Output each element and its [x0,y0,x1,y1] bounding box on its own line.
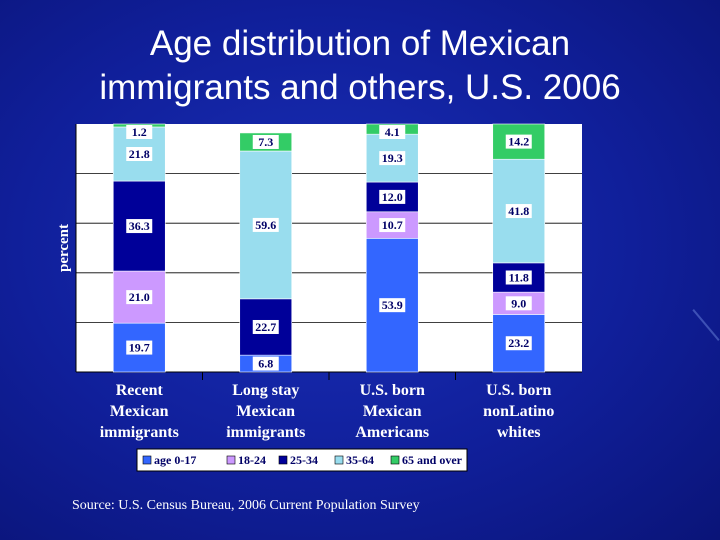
x-tick-label: Americans [355,424,429,441]
legend-entry-18-24: 18-24 [238,453,266,467]
legend-entry-35-64: 35-64 [346,453,374,467]
legend [136,448,468,472]
x-tick-label: Mexican [363,403,422,420]
legend-swatch-35-64 [334,455,344,465]
data-label-box [252,356,279,371]
data-label-box [252,217,279,232]
data-label-box [505,204,532,219]
data-label-box [379,151,406,166]
data-label-box [252,134,279,149]
data-label: 59.6 [255,218,276,232]
data-label-box [126,125,153,139]
legend-swatch-18-24 [226,455,236,465]
legend-entry-25-34: 25-34 [290,453,318,467]
x-tick-label: Mexican [236,403,295,420]
data-label: 21.8 [129,147,150,161]
data-label-box [379,125,406,139]
data-label: 6.8 [258,357,273,371]
data-label: 41.8 [508,204,529,218]
chart-title: Age distribution of Mexican immigrants a… [0,22,720,110]
data-label-box [505,336,532,351]
data-label: 36.3 [129,219,150,233]
data-label: 7.3 [258,135,273,149]
source-note: Source: U.S. Census Bureau, 2006 Current… [72,498,420,513]
x-tick-label: Mexican [110,403,169,420]
legend-swatch-25-34 [278,455,288,465]
data-label: 9.0 [511,296,526,310]
legend-entry-65-and-over: 65 and over [402,453,463,467]
data-label-box [126,290,153,305]
x-tick-label: Recent [116,382,164,399]
x-tick-label: immigrants [226,424,305,441]
title-line-1: Age distribution of Mexican [149,24,571,63]
data-label: 23.2 [508,336,529,350]
title-line-2: immigrants and others, U.S. 2006 [99,68,621,107]
legend-entry-age-0-17: age 0-17 [154,453,196,467]
data-label-box [126,147,153,162]
data-label: 10.7 [382,218,403,232]
data-label: 53.9 [382,298,403,312]
data-label-box [505,296,532,311]
data-label-box [379,218,406,233]
data-label: 22.7 [255,320,276,334]
data-label-box [505,134,532,149]
data-label: 19.3 [382,151,403,165]
data-label: 14.2 [508,135,529,149]
x-tick-label: U.S. born [360,382,425,399]
data-label: 4.1 [385,125,400,139]
legend-swatch-65-and-over [390,455,400,465]
data-label-box [379,298,406,313]
data-label: 21.0 [129,290,150,304]
data-label-box [126,219,153,234]
y-axis-label: percent [56,224,72,272]
x-tick-label: nonLatino [483,403,554,420]
data-label: 12.0 [382,190,403,204]
data-label-box [379,189,406,204]
x-tick-label: Long stay [232,382,299,399]
data-label-box [126,340,153,355]
data-label: 11.8 [509,271,529,285]
data-label: 1.2 [132,125,147,139]
data-label-box [252,319,279,334]
x-tick-label: whites [497,424,541,441]
data-label-box [505,270,532,285]
x-tick-label: immigrants [100,424,179,441]
legend-swatch-age-0-17 [142,455,152,465]
data-label: 19.7 [129,341,150,355]
x-tick-label: U.S. born [486,382,551,399]
